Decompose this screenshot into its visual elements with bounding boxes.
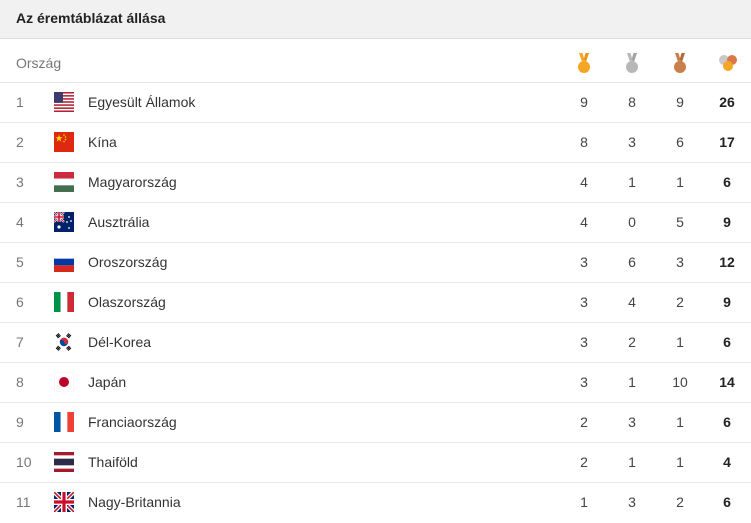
- gold-count: 8: [580, 134, 588, 150]
- bronze-count: 10: [672, 374, 688, 390]
- bronze-count: 1: [676, 174, 684, 190]
- silver-count: 1: [628, 374, 636, 390]
- bronze-count: 2: [676, 494, 684, 510]
- russia-flag-icon: [54, 252, 74, 272]
- total-count: 17: [719, 134, 735, 150]
- bronze-count: 9: [676, 94, 684, 110]
- table-header: Ország: [0, 39, 751, 83]
- australia-flag-icon: [54, 212, 74, 232]
- silver-count: 2: [628, 334, 636, 350]
- bronze-count: 3: [676, 254, 684, 270]
- rank-value: 4: [16, 214, 24, 230]
- bronze-count: 1: [676, 414, 684, 430]
- gold-count: 2: [580, 454, 588, 470]
- country-name[interactable]: Franciaország: [88, 414, 177, 430]
- bronze-count: 1: [676, 454, 684, 470]
- gold-count: 3: [580, 374, 588, 390]
- rank-value: 3: [16, 174, 24, 190]
- rank-value: 11: [16, 494, 31, 510]
- table-row[interactable]: 10 Thaiföld 2 1 1 4: [0, 443, 751, 483]
- silver-count: 3: [628, 134, 636, 150]
- total-count: 6: [723, 414, 731, 430]
- table-row[interactable]: 4 Ausztrália 4 0 5 9: [0, 203, 751, 243]
- silver-count: 6: [628, 254, 636, 270]
- silver-count: 8: [628, 94, 636, 110]
- country-name[interactable]: Magyarország: [88, 174, 177, 190]
- table-row[interactable]: 6 Olaszország 3 4 2 9: [0, 283, 751, 323]
- rank-value: 6: [16, 294, 24, 310]
- medal-table-body: 1 Egyesült Államok 9 8 9 26 2 Kína 8 3 6 17 3 Magyaro…: [0, 83, 751, 523]
- table-row[interactable]: 5 Oroszország 3 6 3 12: [0, 243, 751, 283]
- total-medals-icon[interactable]: [716, 51, 740, 75]
- table-row[interactable]: 3 Magyarország 4 1 1 6: [0, 163, 751, 203]
- rank-value: 1: [16, 94, 24, 110]
- rank-value: 8: [16, 374, 24, 390]
- france-flag-icon: [54, 412, 74, 432]
- uk-flag-icon: [54, 492, 74, 512]
- silver-count: 4: [628, 294, 636, 310]
- country-name[interactable]: Thaiföld: [88, 454, 138, 470]
- rank-value: 2: [16, 134, 24, 150]
- rank-value: 10: [16, 454, 32, 470]
- silver-count: 3: [628, 494, 636, 510]
- total-count: 26: [719, 94, 735, 110]
- country-name[interactable]: Japán: [88, 374, 127, 390]
- table-row[interactable]: 8 Japán 3 1 10 14: [0, 363, 751, 403]
- china-flag-icon: [54, 132, 74, 152]
- gold-count: 3: [580, 254, 588, 270]
- total-count: 6: [723, 174, 731, 190]
- rank-value: 9: [16, 414, 24, 430]
- gold-count: 4: [580, 174, 588, 190]
- bronze-count: 2: [676, 294, 684, 310]
- silver-count: 1: [628, 454, 636, 470]
- gold-count: 3: [580, 294, 588, 310]
- gold-count: 9: [580, 94, 588, 110]
- total-count: 9: [723, 214, 731, 230]
- gold-count: 3: [580, 334, 588, 350]
- country-name[interactable]: Dél-Korea: [88, 334, 152, 350]
- silver-medal-icon[interactable]: [620, 51, 644, 75]
- gold-count: 4: [580, 214, 588, 230]
- table-row[interactable]: 9 Franciaország 2 3 1 6: [0, 403, 751, 443]
- table-row[interactable]: 2 Kína 8 3 6 17: [0, 123, 751, 163]
- country-name[interactable]: Egyesült Államok: [88, 94, 196, 110]
- italy-flag-icon: [54, 292, 74, 312]
- total-count: 4: [723, 454, 731, 470]
- hungary-flag-icon: [54, 172, 74, 192]
- silver-count: 1: [628, 174, 636, 190]
- country-name[interactable]: Oroszország: [88, 254, 168, 270]
- bronze-count: 5: [676, 214, 684, 230]
- total-count: 6: [723, 494, 731, 510]
- table-row[interactable]: 11 Nagy-Britannia 1 3 2 6: [0, 483, 751, 523]
- table-row[interactable]: 1 Egyesült Államok 9 8 9 26: [0, 83, 751, 123]
- rank-value: 7: [16, 334, 24, 350]
- usa-flag-icon: [54, 92, 74, 112]
- bronze-count: 6: [676, 134, 684, 150]
- bronze-medal-icon[interactable]: [668, 51, 692, 75]
- thailand-flag-icon: [54, 452, 74, 472]
- country-name[interactable]: Olaszország: [88, 294, 166, 310]
- page-title: Az éremtáblázat állása: [16, 10, 166, 26]
- total-count: 12: [719, 254, 735, 270]
- total-count: 6: [723, 334, 731, 350]
- country-name[interactable]: Kína: [88, 134, 117, 150]
- country-column-header: Ország: [16, 55, 62, 71]
- table-row[interactable]: 7 Dél-Korea 3 2 1 6: [0, 323, 751, 363]
- silver-count: 0: [628, 214, 636, 230]
- total-count: 14: [719, 374, 735, 390]
- rank-value: 5: [16, 254, 24, 270]
- gold-count: 2: [580, 414, 588, 430]
- title-bar: Az éremtáblázat állása: [0, 0, 751, 39]
- country-name[interactable]: Nagy-Britannia: [88, 494, 181, 510]
- gold-count: 1: [580, 494, 588, 510]
- bronze-count: 1: [676, 334, 684, 350]
- gold-medal-icon[interactable]: [572, 51, 596, 75]
- japan-flag-icon: [54, 372, 74, 392]
- country-name[interactable]: Ausztrália: [88, 214, 150, 230]
- silver-count: 3: [628, 414, 636, 430]
- south-korea-flag-icon: [54, 332, 74, 352]
- total-count: 9: [723, 294, 731, 310]
